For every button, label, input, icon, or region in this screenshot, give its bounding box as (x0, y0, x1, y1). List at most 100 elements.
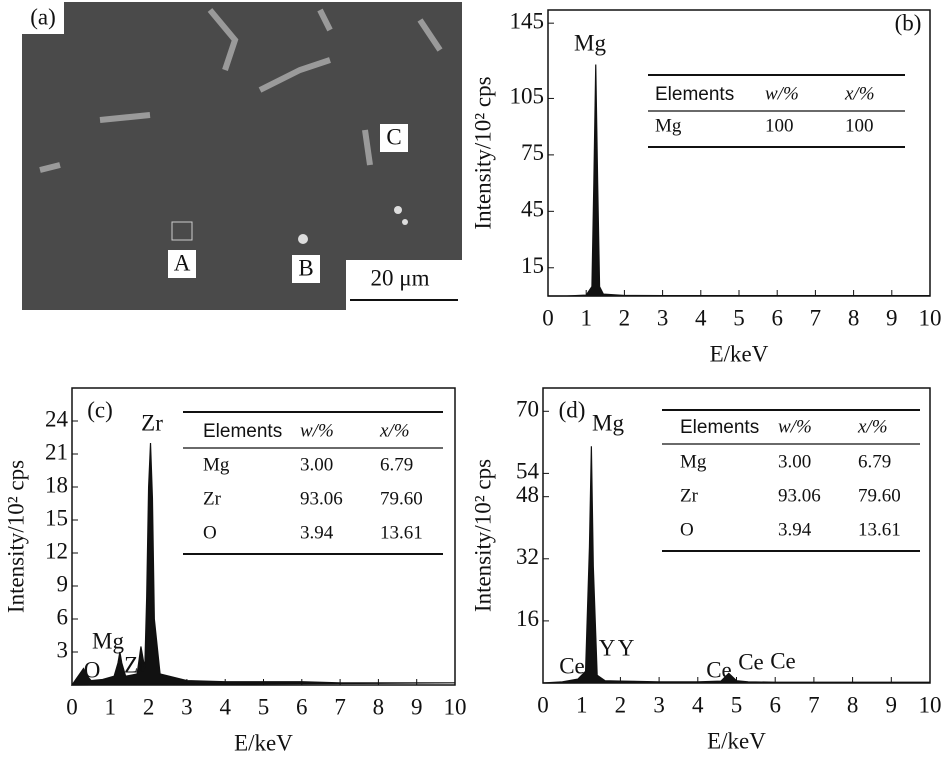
table-cell: 13.61 (380, 522, 423, 543)
table-cell: 93.06 (778, 485, 821, 506)
peak-label: Y (599, 635, 616, 660)
peak-label: Ce (738, 649, 764, 674)
panel-label: (d) (559, 397, 586, 422)
table-cell: Mg (680, 451, 707, 472)
sem-features (39, 8, 443, 173)
table-cell: 3.94 (778, 519, 812, 540)
y-tick-label: 3 (57, 637, 69, 662)
spectrum (70, 442, 456, 686)
x-axis-label: E/keV (710, 341, 769, 366)
peak-label: Ce (770, 648, 796, 673)
table-cell: Zr (203, 488, 222, 509)
table-cell: Mg (203, 454, 230, 475)
table-cell: 100 (765, 115, 794, 136)
x-tick-label: 9 (886, 305, 898, 330)
y-tick-label: 24 (45, 406, 69, 431)
y-tick-label: 15 (521, 253, 544, 278)
peak-label: Ce (706, 657, 732, 682)
scale-bg (346, 260, 462, 310)
x-tick-label: 10 (919, 692, 942, 717)
table-cell: 6.79 (858, 451, 891, 472)
table-header: x/% (379, 420, 410, 441)
y-tick-label: 15 (45, 505, 68, 530)
table-header: x/% (857, 416, 888, 437)
y-axis-label: Intensity/10² cps (470, 459, 495, 612)
x-tick-label: 2 (619, 305, 631, 330)
table-cell: Mg (655, 115, 682, 136)
y-tick-label: 54 (516, 459, 540, 484)
peak-label: Mg (574, 30, 606, 55)
table-cell: 100 (845, 115, 874, 136)
y-tick-label: 32 (516, 544, 539, 569)
x-tick-label: 8 (848, 305, 860, 330)
y-axis-label: Intensity/10² cps (470, 76, 495, 229)
x-tick-label: 10 (444, 694, 467, 719)
y-tick-label: 6 (57, 604, 69, 629)
x-tick-label: 1 (580, 305, 592, 330)
y-tick-label: 18 (45, 472, 68, 497)
x-tick-label: 3 (181, 694, 193, 719)
table-header: w/% (765, 83, 799, 104)
x-tick-label: 2 (143, 694, 155, 719)
x-tick-label: 0 (542, 305, 554, 330)
y-tick-label: 45 (521, 197, 544, 222)
table-cell: O (680, 519, 694, 540)
peak-label: Mg (592, 410, 624, 435)
x-tick-label: 0 (66, 694, 78, 719)
panel-label: (c) (87, 397, 113, 422)
y-tick-label: 21 (45, 439, 68, 464)
particle (394, 206, 402, 214)
x-tick-label: 2 (615, 692, 627, 717)
x-tick-label: 6 (296, 694, 308, 719)
y-tick-label: 70 (516, 397, 539, 422)
peak-label: Ce (559, 653, 585, 678)
x-tick-label: 8 (847, 692, 859, 717)
x-tick-label: 8 (373, 694, 385, 719)
x-axis-label: E/keV (234, 730, 293, 755)
x-tick-label: 4 (695, 305, 707, 330)
y-tick-label: 12 (45, 538, 68, 563)
table-cell: Zr (680, 485, 699, 506)
x-axis-label: E/keV (707, 728, 766, 753)
label-bg (168, 250, 196, 278)
marker-label: A (174, 250, 191, 275)
peak-label: Mg (92, 628, 124, 653)
region-box (171, 221, 193, 241)
table-header: Elements (680, 417, 759, 438)
table-cell: 79.60 (380, 488, 423, 509)
peak-label: Y (618, 635, 635, 660)
table-cell: 93.06 (300, 488, 343, 509)
y-tick-label: 48 (516, 482, 539, 507)
y-tick-label: 75 (521, 140, 544, 165)
table-cell: 3.94 (300, 522, 334, 543)
marker-label: C (386, 124, 401, 149)
peak-label: Zr (141, 410, 163, 435)
spectrum (542, 446, 931, 684)
label-bg (380, 124, 408, 152)
label-bg (292, 255, 320, 283)
y-tick-label: 9 (57, 571, 69, 596)
table-header: w/% (300, 420, 334, 441)
y-tick-label: 16 (516, 606, 539, 631)
table-header: x/% (844, 83, 875, 104)
x-tick-label: 5 (258, 694, 270, 719)
sem-background (22, 2, 462, 310)
x-tick-label: 4 (692, 692, 704, 717)
table-cell: 13.61 (858, 519, 901, 540)
table-cell: 3.00 (778, 451, 811, 472)
x-tick-label: 5 (733, 305, 745, 330)
x-tick-label: 3 (653, 692, 665, 717)
y-tick-label: 105 (510, 84, 545, 109)
particle (402, 219, 408, 225)
panel-label: (a) (30, 4, 56, 29)
x-tick-label: 9 (886, 692, 898, 717)
table-header: Elements (655, 84, 734, 105)
x-tick-label: 6 (771, 305, 783, 330)
sem-image: (a) A B C 20 μm (22, 2, 462, 310)
panel-label: (b) (895, 10, 922, 35)
table-cell: 79.60 (858, 485, 901, 506)
x-tick-label: 1 (105, 694, 117, 719)
x-tick-label: 7 (334, 694, 346, 719)
x-tick-label: 10 (919, 305, 942, 330)
